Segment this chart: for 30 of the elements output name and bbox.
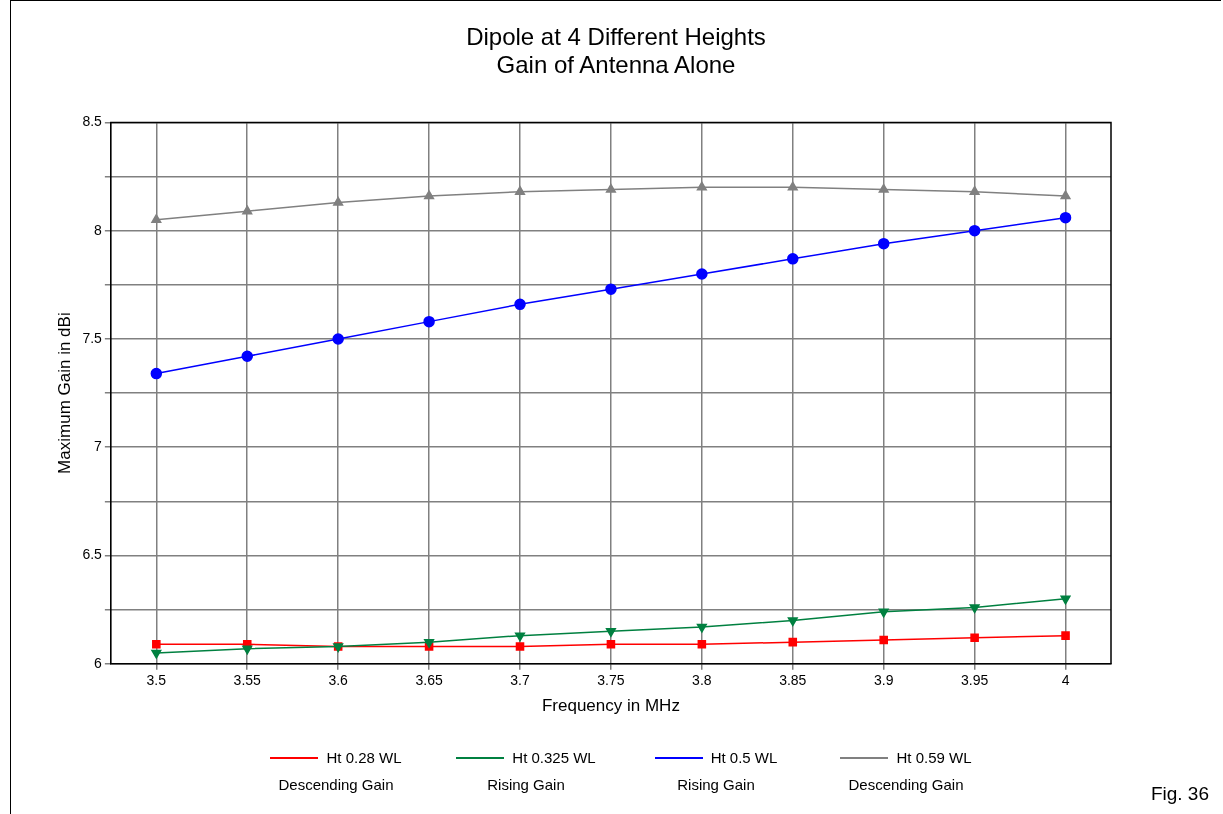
x-axis-title: Frequency in MHz (541, 696, 680, 716)
y-axis-title: Maximum Gain in dBi (54, 312, 74, 474)
x-tick-label: 3.95 (960, 672, 989, 689)
y-tick-label: 6.5 (82, 546, 103, 563)
x-tick-label: 3.65 (415, 672, 443, 689)
text: Descending Gain (277, 776, 395, 793)
chart-title: Dipole at 4 Different Heights (465, 23, 767, 51)
x-tick-label: 3.9 (873, 672, 894, 689)
y-tick-label: 8 (94, 221, 103, 238)
legend-label: Ht 0.28 WL (326, 749, 402, 766)
text: Rising Gain (486, 776, 566, 793)
text: Rising Gain (676, 776, 756, 793)
x-tick-label: 3.75 (597, 672, 625, 689)
y-tick-label: 8.5 (82, 113, 103, 130)
caption: Fig. 36 (1150, 783, 1209, 805)
chart-subtitle: Gain of Antenna Alone (495, 51, 737, 79)
legend-label: Ht 0.5 WL (710, 749, 778, 766)
x-tick-label: 4 (1061, 672, 1070, 689)
x-tick-label: 3.7 (510, 672, 530, 689)
y-tick-label: 7 (94, 438, 103, 455)
legend-label: Ht 0.59 WL (896, 749, 972, 766)
y-tick-label: 7.5 (82, 329, 103, 346)
legend-label: Ht 0.325 WL (512, 749, 596, 766)
x-tick-label: 3.8 (692, 672, 712, 689)
x-tick-label: 3.85 (779, 672, 807, 689)
x-tick-label: 3.6 (328, 672, 349, 689)
x-tick-label: 3.5 (146, 672, 167, 689)
y-tick-label: 6 (94, 654, 103, 671)
text: Descending Gain (847, 776, 965, 793)
x-tick-label: 3.55 (233, 672, 262, 689)
